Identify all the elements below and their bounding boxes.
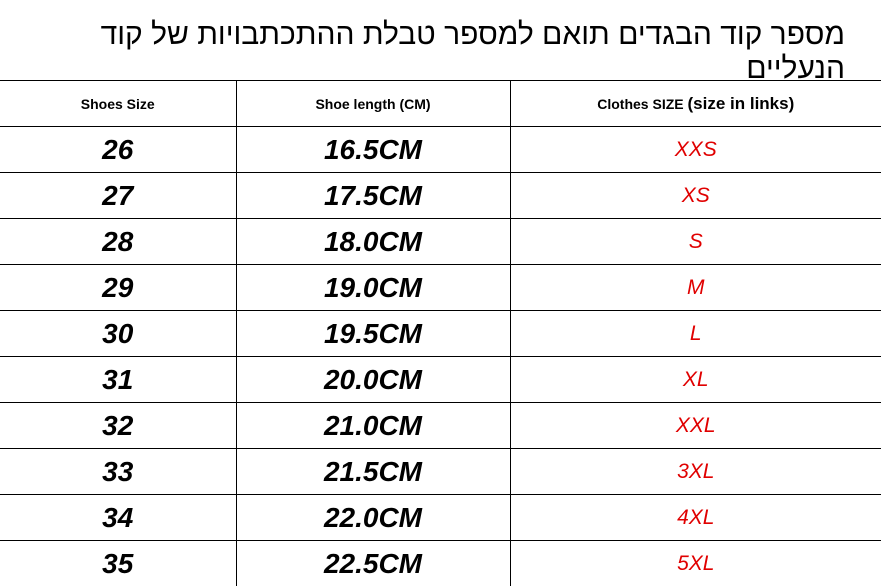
clothes-size-cell: 3XL — [510, 449, 881, 495]
clothes-size-cell: 4XL — [510, 495, 881, 541]
shoe-size-cell: 29 — [0, 265, 236, 311]
page-title: מספר קוד הבגדים תואם למספר טבלת ההתכתבוי… — [0, 18, 845, 86]
shoe-length-cell: 19.0CM — [236, 265, 510, 311]
shoe-size-cell: 27 — [0, 173, 236, 219]
table-row: 26 16.5CM XXS — [0, 127, 881, 173]
shoe-length-cell: 22.5CM — [236, 541, 510, 586]
size-table: Shoes Size Shoe length (CM) Clothes SIZE… — [0, 80, 881, 586]
shoe-size-cell: 30 — [0, 311, 236, 357]
shoe-size-cell: 28 — [0, 219, 236, 265]
header-shoe-length: Shoe length (CM) — [236, 81, 510, 127]
shoe-size-cell: 26 — [0, 127, 236, 173]
clothes-size-cell: M — [510, 265, 881, 311]
table-row: 31 20.0CM XL — [0, 357, 881, 403]
shoe-length-cell: 19.5CM — [236, 311, 510, 357]
table-row: 27 17.5CM XS — [0, 173, 881, 219]
clothes-size-cell: XXL — [510, 403, 881, 449]
header-shoes-size: Shoes Size — [0, 81, 236, 127]
clothes-size-cell: XS — [510, 173, 881, 219]
shoe-size-cell: 34 — [0, 495, 236, 541]
shoe-length-cell: 21.5CM — [236, 449, 510, 495]
header-clothes-note: (size in links) — [688, 94, 795, 113]
clothes-size-cell: S — [510, 219, 881, 265]
shoe-length-cell: 20.0CM — [236, 357, 510, 403]
shoe-size-cell: 35 — [0, 541, 236, 586]
table-row: 32 21.0CM XXL — [0, 403, 881, 449]
shoe-size-cell: 33 — [0, 449, 236, 495]
clothes-size-cell: 5XL — [510, 541, 881, 586]
shoe-length-cell: 21.0CM — [236, 403, 510, 449]
table-row: 29 19.0CM M — [0, 265, 881, 311]
shoe-length-cell: 17.5CM — [236, 173, 510, 219]
shoe-length-cell: 22.0CM — [236, 495, 510, 541]
table-row: 33 21.5CM 3XL — [0, 449, 881, 495]
table-header-row: Shoes Size Shoe length (CM) Clothes SIZE… — [0, 81, 881, 127]
table-row: 30 19.5CM L — [0, 311, 881, 357]
header-clothes-size: Clothes SIZE (size in links) — [510, 81, 881, 127]
shoe-length-cell: 16.5CM — [236, 127, 510, 173]
shoe-length-cell: 18.0CM — [236, 219, 510, 265]
shoe-size-cell: 32 — [0, 403, 236, 449]
table-row: 34 22.0CM 4XL — [0, 495, 881, 541]
table-row: 35 22.5CM 5XL — [0, 541, 881, 586]
clothes-size-cell: XL — [510, 357, 881, 403]
clothes-size-cell: XXS — [510, 127, 881, 173]
shoe-size-cell: 31 — [0, 357, 236, 403]
header-clothes-label: Clothes SIZE — [597, 96, 683, 112]
clothes-size-cell: L — [510, 311, 881, 357]
table-row: 28 18.0CM S — [0, 219, 881, 265]
